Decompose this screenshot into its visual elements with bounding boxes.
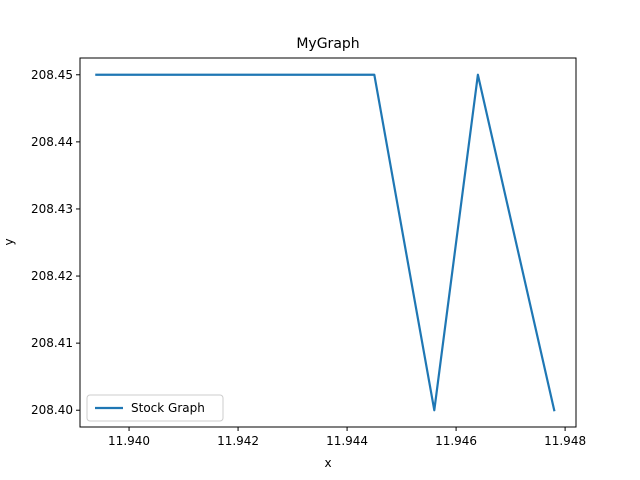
- x-axis-label: x: [324, 456, 331, 470]
- series-line-0: [95, 73, 556, 412]
- y-axis-label: y: [2, 238, 16, 245]
- axes-frame: [79, 57, 577, 428]
- x-tick-label: 11.942: [217, 434, 259, 448]
- y-tick-label: 208.45: [31, 68, 73, 82]
- x-tick-label: 11.946: [435, 434, 477, 448]
- chart-title: MyGraph: [296, 36, 359, 52]
- x-tick-label: 11.948: [544, 434, 586, 448]
- y-tick-label: 208.44: [31, 135, 73, 149]
- y-tick-label: 208.40: [31, 403, 73, 417]
- plot-area: 11.940 11.942 11.944 11.946 11.948 208.40 208.…: [31, 57, 586, 448]
- legend: Stock Graph: [86, 394, 224, 422]
- legend-label: Stock Graph: [131, 401, 205, 415]
- y-tick-label: 208.42: [31, 269, 73, 283]
- x-tick-label: 11.940: [108, 434, 150, 448]
- legend-box: [86, 394, 224, 422]
- y-tick-label: 208.43: [31, 202, 73, 216]
- x-tick-label: 11.944: [326, 434, 368, 448]
- y-tick-label: 208.41: [31, 336, 73, 350]
